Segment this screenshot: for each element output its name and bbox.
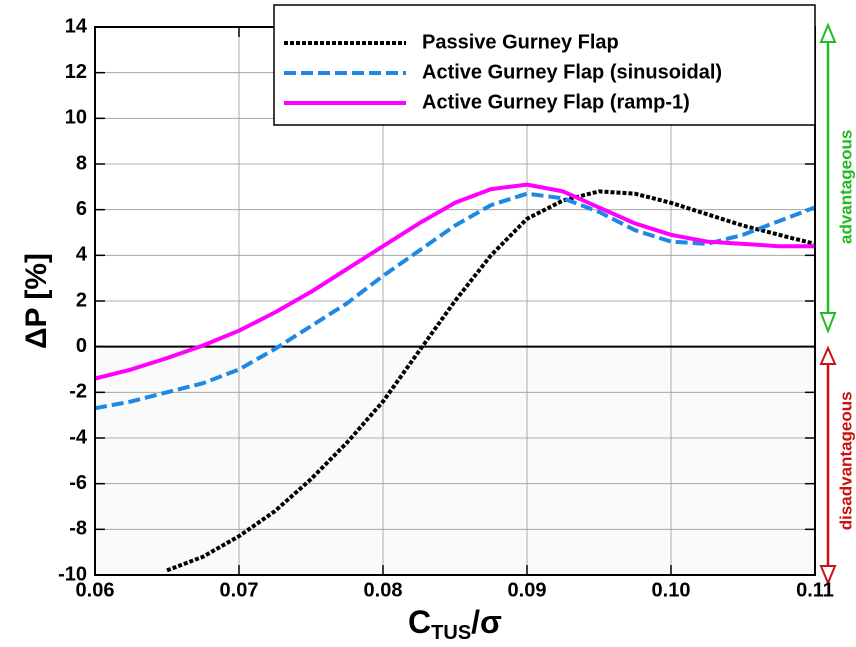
y-tick-label: 14 xyxy=(65,15,88,37)
arrow-head xyxy=(819,565,837,586)
x-tick-label: 0.10 xyxy=(652,579,691,601)
y-tick-label: 6 xyxy=(76,198,87,220)
annotation: advantageous xyxy=(836,130,855,244)
annotations: advantageous disadvantageous xyxy=(819,22,855,586)
x-label-rest: /σ xyxy=(471,604,502,640)
y-tick-label: -6 xyxy=(69,472,87,494)
x-axis-label: CTUS/σ xyxy=(408,604,502,644)
y-tick-label: 12 xyxy=(65,61,87,83)
y-tick-label: 8 xyxy=(76,152,87,174)
y-tick-label: 10 xyxy=(65,107,87,129)
y-tick-label: -10 xyxy=(58,563,87,585)
arrow-head xyxy=(819,312,837,334)
x-label-sub: TUS xyxy=(431,622,471,644)
negative-region xyxy=(95,346,815,575)
x-tick-label: 0.11 xyxy=(796,579,834,601)
y-tick-label: 2 xyxy=(76,289,87,311)
x-tick-label: 0.06 xyxy=(76,579,115,601)
x-tick-label: 0.08 xyxy=(364,579,403,601)
y-tick-label: -4 xyxy=(69,426,88,448)
legend-label: Active Gurney Flap (sinusoidal) xyxy=(422,61,722,83)
plot-lines xyxy=(95,182,815,573)
series-line xyxy=(166,189,815,573)
y-axis-label: ΔP [%] xyxy=(20,253,53,349)
x-tick-label: 0.07 xyxy=(220,579,259,601)
y-tick-label: -2 xyxy=(69,381,87,403)
arrow-head xyxy=(819,345,837,365)
x-label-main: C xyxy=(408,604,431,640)
legend-label: Active Gurney Flap (ramp-1) xyxy=(422,91,690,113)
annotation: disadvantageous xyxy=(836,391,855,530)
y-tick-label: 0 xyxy=(76,335,87,357)
legend-label: Passive Gurney Flap xyxy=(422,31,619,53)
y-tick-label: -8 xyxy=(69,518,87,540)
y-tick-label: 4 xyxy=(76,244,88,266)
series-line xyxy=(95,182,815,381)
x-tick-label: 0.09 xyxy=(508,579,547,601)
series-line xyxy=(95,191,815,411)
arrow-head xyxy=(819,22,837,43)
